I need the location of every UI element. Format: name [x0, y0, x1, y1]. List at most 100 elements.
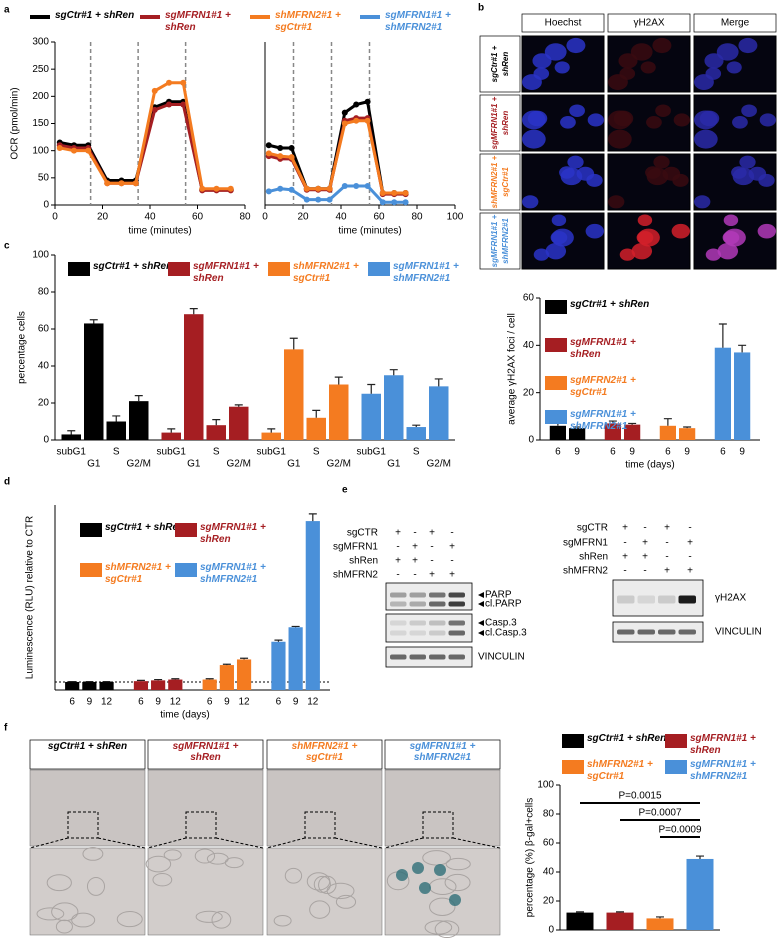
y-tick-label: 150: [32, 118, 49, 129]
error-bar: [240, 657, 249, 660]
band: [678, 629, 696, 635]
band: [448, 630, 465, 636]
error-bar: [212, 419, 221, 426]
nucleus: [533, 248, 550, 261]
y-tick-label: 40: [523, 340, 535, 351]
legend-label: shMFRN2#1 + sgCtr#1: [587, 759, 653, 782]
bar: [133, 681, 149, 690]
band: [390, 630, 407, 636]
data-point: [402, 190, 409, 197]
cell: [434, 920, 460, 939]
data-point: [166, 79, 172, 86]
condition-sign: +: [622, 523, 628, 534]
data-point: [132, 180, 139, 187]
x-tick-label: 0: [52, 212, 58, 223]
data-point: [391, 190, 398, 197]
data-point: [227, 185, 234, 192]
bar: [202, 679, 217, 690]
bar: [271, 641, 286, 690]
nucleus: [646, 167, 669, 186]
condition-sign: +: [412, 542, 418, 553]
band-arrow: [478, 592, 484, 598]
image-label-box: sgMFRN1#1 + shRen: [173, 741, 239, 763]
legend-label: sgMFRN1#1 + shMFRN2#1: [200, 562, 266, 585]
row-label-box: sgMFRN1#1 + shMFRN2#1: [490, 215, 510, 268]
data-point: [71, 147, 77, 154]
panel-letter: f: [4, 723, 8, 734]
data-point: [213, 185, 220, 192]
band-label: cl.PARP: [485, 599, 522, 610]
nucleus: [726, 61, 742, 74]
x-tick-label: G2/M: [127, 459, 151, 470]
panel-letter: e: [342, 485, 348, 496]
column-header-box: [521, 13, 605, 33]
error-bar: [308, 513, 317, 522]
x-tick-label: subG1: [357, 447, 387, 458]
cell: [71, 912, 96, 928]
error-bar: [616, 911, 624, 913]
band: [617, 629, 635, 635]
error-bar: [718, 323, 727, 348]
panel-letter: b: [478, 3, 484, 14]
nucleus: [586, 173, 603, 187]
legend-label: sgMFRN1#1 + shRen: [165, 10, 231, 33]
image-label-box: [384, 739, 501, 770]
nucleus: [673, 113, 690, 127]
x-tick-label: 0: [262, 212, 268, 223]
x-tick-label: 20: [97, 212, 109, 223]
legend-swatch: [665, 734, 687, 748]
nucleus: [732, 167, 755, 186]
nucleus: [646, 115, 662, 129]
band: [429, 601, 446, 607]
data-point: [118, 180, 125, 187]
zoom-box: [304, 811, 336, 839]
cell: [82, 846, 104, 861]
nucleus: [533, 67, 550, 80]
nucleus: [587, 113, 604, 127]
x-tick-label: 6: [720, 447, 726, 458]
bar: [714, 347, 731, 440]
micrograph-low: [29, 769, 146, 847]
cell: [163, 849, 182, 861]
error-bar: [289, 337, 298, 350]
data-point: [326, 196, 333, 203]
nucleus: [758, 173, 775, 187]
micrograph-high: [266, 847, 383, 936]
legend-label-box: sgMFRN1#1 + shMFRN2#1: [690, 759, 756, 782]
cell: [86, 876, 106, 896]
bar: [361, 393, 381, 440]
cell: [326, 882, 355, 900]
cell: [306, 872, 331, 891]
nucleus: [619, 67, 636, 80]
row-label-box: [479, 35, 521, 93]
x-tick-label: S: [213, 447, 220, 458]
x-tick-label: 6: [610, 447, 616, 458]
legend-label: sgMFRN1#1 + shRen: [193, 261, 259, 284]
data-point: [288, 186, 295, 193]
x-tick-label: 6: [555, 447, 561, 458]
data-point: [364, 182, 371, 189]
data-point: [315, 185, 322, 192]
data-point: [341, 182, 348, 189]
x-tick-label: subG1: [57, 447, 87, 458]
nucleus: [671, 223, 690, 239]
legend-label-box: shMFRN2#1 + sgCtr#1: [105, 562, 171, 585]
condition-label: shRen: [349, 556, 378, 567]
cell: [116, 911, 143, 928]
image-label-box: sgMFRN1#1 + shMFRN2#1: [410, 741, 476, 763]
data-point: [199, 185, 206, 192]
error-bar: [608, 420, 617, 424]
image-label-box: [147, 739, 264, 770]
x-tick-label: 40: [144, 212, 156, 223]
y-tick-label: 60: [523, 293, 535, 304]
nucleus: [619, 248, 636, 261]
y-tick-label: 40: [543, 867, 555, 878]
band-arrow: [478, 630, 484, 636]
band: [429, 592, 446, 598]
y-tick-label: 40: [38, 361, 50, 372]
data-point: [379, 199, 386, 206]
data-point: [364, 117, 371, 124]
zoom-line: [29, 837, 146, 849]
legend-label: sgMFRN1#1 + shMFRN2#1: [385, 10, 451, 33]
